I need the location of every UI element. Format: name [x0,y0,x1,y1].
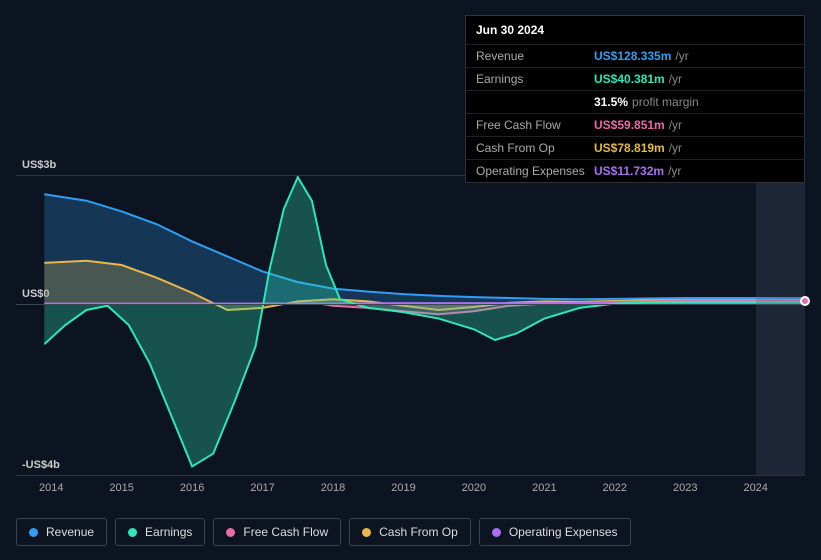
x-axis-tick: 2017 [250,482,274,494]
tooltip-row-suffix: /yr [668,164,681,178]
data-tooltip: Jun 30 2024 RevenueUS$128.335m/yrEarning… [465,15,805,183]
legend-swatch [362,528,371,537]
chart-plot [16,175,805,475]
tooltip-row: Cash From OpUS$78.819m/yr [466,136,804,159]
tooltip-row-value: US$40.381m [594,72,665,86]
financials-chart[interactable]: US$3bUS$0-US$4b [16,155,805,475]
tooltip-row-suffix: /yr [669,118,682,132]
legend: Revenue Earnings Free Cash Flow Cash From O… [16,518,631,546]
legend-swatch [226,528,235,537]
tooltip-row: Free Cash FlowUS$59.851m/yr [466,113,804,136]
gridline [16,475,805,476]
x-axis-tick: 2022 [603,482,627,494]
x-axis-tick: 2014 [39,482,63,494]
gridline [16,304,805,305]
tooltip-row-suffix: /yr [669,141,682,155]
series-area [44,177,805,466]
tooltip-row-value: US$128.335m [594,49,671,63]
tooltip-row-value: US$11.732m [594,164,664,178]
tooltip-row-value: 31.5% [594,95,628,109]
tooltip-row-label: Revenue [476,49,594,63]
x-axis-tick: 2020 [462,482,486,494]
tooltip-row: RevenueUS$128.335m/yr [466,44,804,67]
legend-item[interactable]: Revenue [16,518,107,546]
legend-label: Earnings [145,525,192,539]
projection-shade [756,175,805,475]
x-axis-tick: 2019 [391,482,415,494]
tooltip-row-suffix: /yr [675,49,688,63]
legend-label: Free Cash Flow [243,525,328,539]
legend-label: Operating Expenses [509,525,618,539]
legend-swatch [29,528,38,537]
x-axis-tick: 2015 [109,482,133,494]
x-axis-tick: 2021 [532,482,556,494]
tooltip-row-suffix: profit margin [632,95,699,109]
hover-marker [800,296,810,306]
legend-label: Revenue [46,525,94,539]
x-axis-tick: 2023 [673,482,697,494]
tooltip-row: 31.5% profit margin [466,90,804,113]
legend-item[interactable]: Earnings [115,518,205,546]
tooltip-row-label: Cash From Op [476,141,594,155]
tooltip-row-label: Free Cash Flow [476,118,594,132]
x-axis-tick: 2016 [180,482,204,494]
x-axis-tick: 2024 [743,482,767,494]
tooltip-date: Jun 30 2024 [466,16,804,44]
legend-item[interactable]: Operating Expenses [479,518,631,546]
tooltip-row-value: US$78.819m [594,141,665,155]
tooltip-row-label: Operating Expenses [476,164,594,178]
tooltip-row: EarningsUS$40.381m/yr [466,67,804,90]
x-axis-tick: 2018 [321,482,345,494]
tooltip-row: Operating ExpensesUS$11.732m/yr [466,159,804,182]
legend-label: Cash From Op [379,525,458,539]
x-axis: 2014 2015 2016 2017 2018 2019 2020 2021 2022 2023… [16,482,805,502]
legend-swatch [128,528,137,537]
y-axis-label: US$3b [22,159,56,171]
legend-item[interactable]: Cash From Op [349,518,471,546]
legend-item[interactable]: Free Cash Flow [213,518,341,546]
tooltip-row-label: Earnings [476,72,594,86]
legend-swatch [492,528,501,537]
tooltip-row-suffix: /yr [669,72,682,86]
tooltip-row-value: US$59.851m [594,118,665,132]
tooltip-row-label [476,95,594,109]
